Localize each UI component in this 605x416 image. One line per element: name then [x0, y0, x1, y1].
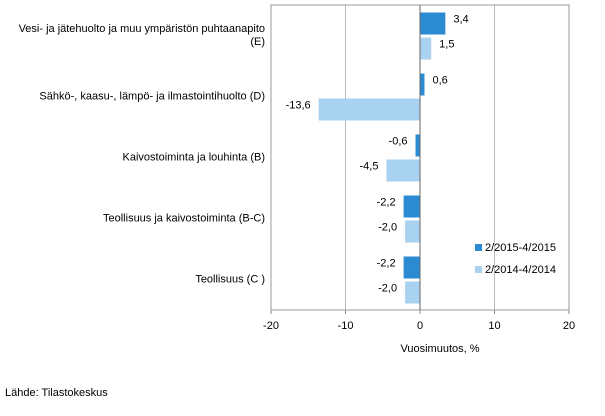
data-label: -2,0 [378, 282, 397, 294]
data-label: 3,4 [453, 13, 468, 25]
data-label: -2,2 [377, 257, 396, 269]
legend-label: 2/2015-4/2015 [485, 242, 556, 254]
x-tick-label: 10 [488, 320, 500, 332]
bar [420, 73, 425, 96]
data-label: -4,5 [360, 160, 379, 172]
x-tick-label: 0 [417, 320, 423, 332]
bar [420, 37, 432, 60]
y-tick-label: Teollisuus ja kaivostoiminta (B-C) [103, 212, 265, 224]
bar [415, 134, 420, 157]
bar [318, 98, 420, 121]
y-tick-label: Teollisuus (C ) [195, 273, 265, 285]
y-tick-label: Sähkö-, kaasu-, lämpö- ja ilmastointihuo… [39, 90, 265, 102]
bar [403, 256, 420, 279]
x-axis-label: Vuosimuutos, % [400, 343, 479, 355]
data-label: -0,6 [389, 135, 408, 147]
y-tick-label: Vesi- ja jätehuolto ja muu ympäristön pu… [18, 22, 265, 48]
bar [405, 220, 420, 243]
data-label: -13,6 [286, 99, 311, 111]
data-label: 1,5 [439, 38, 454, 50]
data-label: -2,2 [377, 196, 396, 208]
bar [405, 281, 420, 304]
bar [386, 159, 420, 182]
legend-swatch [475, 244, 482, 251]
data-label: -2,0 [378, 221, 397, 233]
y-tick-label: Kaivostoiminta ja louhinta (B) [122, 151, 265, 163]
source: Lähde: Tilastokeskus [5, 387, 108, 399]
legend-swatch [475, 266, 482, 273]
x-tick-label: 20 [563, 320, 575, 332]
data-label: 0,6 [432, 74, 447, 86]
x-tick-label: -10 [338, 320, 354, 332]
x-tick-label: -20 [263, 320, 279, 332]
bar [403, 195, 420, 218]
bar [420, 12, 446, 35]
legend-label: 2/2014-4/2014 [485, 264, 556, 276]
